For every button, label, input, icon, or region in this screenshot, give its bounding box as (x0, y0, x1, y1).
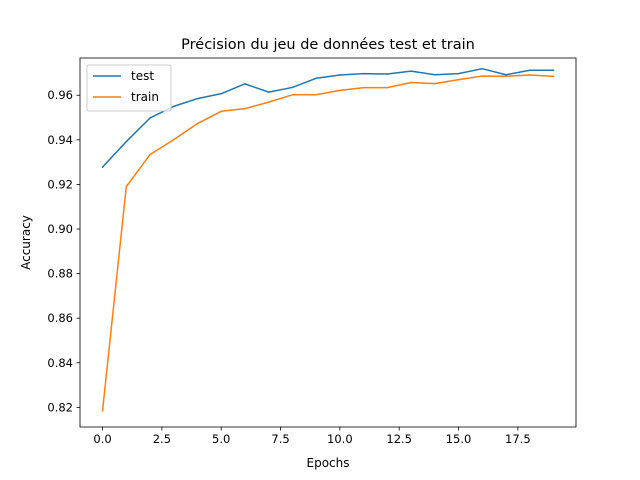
data-point-test (362, 72, 365, 75)
x-axis: 0.0 2.5 5.0 7.5 10.0 12.5 15.0 17.5 (93, 427, 531, 446)
y-tick-label: 0.88 (47, 267, 73, 281)
data-point-train (410, 81, 412, 84)
x-tick-label: 0.0 (93, 432, 111, 446)
data-point-train (481, 75, 484, 77)
y-tick-label: 0.90 (47, 222, 73, 236)
x-tick-label: 10.0 (327, 432, 353, 446)
x-tick-label: 12.5 (386, 432, 412, 446)
data-point-test (291, 86, 294, 89)
y-tick-label: 0.86 (47, 311, 73, 325)
data-point-test (101, 166, 104, 168)
data-point-test (244, 83, 246, 85)
data-point-train (457, 78, 460, 81)
data-point-train (172, 138, 175, 141)
data-point-test (386, 73, 389, 75)
series-line-test (101, 67, 555, 169)
data-point-train (505, 75, 507, 78)
data-point-train (125, 185, 128, 188)
legend-label-train: train (131, 90, 159, 104)
data-point-test (505, 73, 507, 76)
data-point-test (481, 67, 484, 70)
data-point-test (434, 73, 436, 76)
data-point-train (149, 153, 151, 156)
data-point-train (244, 107, 246, 110)
data-point-test (528, 69, 531, 72)
y-tick-label: 0.94 (47, 133, 73, 147)
data-point-test (172, 105, 175, 108)
x-axis-label: Epochs (307, 456, 350, 470)
data-point-test (457, 72, 460, 75)
y-tick-label: 0.96 (47, 88, 73, 102)
x-tick-label: 5.0 (212, 432, 230, 446)
legend-box (86, 64, 172, 112)
data-point-test (196, 97, 199, 100)
data-point-train (339, 89, 341, 92)
data-point-test (552, 69, 555, 72)
data-point-train (552, 75, 555, 78)
data-point-test (315, 77, 317, 80)
data-point-test (267, 91, 270, 93)
y-axis-label: Accuracy (19, 215, 33, 270)
x-tick-label: 17.5 (505, 432, 531, 446)
legend-label-test: test (131, 69, 154, 83)
y-tick-label: 0.92 (47, 177, 73, 191)
y-tick-label: 0.82 (47, 400, 73, 414)
x-tick-label: 7.5 (271, 432, 289, 446)
x-tick-label: 2.5 (153, 432, 171, 446)
data-point-train (315, 94, 317, 96)
data-point-train (386, 86, 389, 89)
data-point-test (339, 74, 341, 76)
chart-title: Précision du jeu de données test et trai… (181, 37, 475, 53)
data-point-train (267, 101, 270, 103)
y-axis: 0.82 0.84 0.86 0.88 0.90 0.92 0.94 0.96 (47, 88, 80, 414)
data-point-test (220, 92, 222, 95)
series-layer (101, 67, 555, 412)
data-point-train (101, 409, 104, 412)
data-point-train (528, 74, 531, 76)
data-point-test (410, 70, 412, 72)
data-point-train (220, 110, 222, 113)
data-point-test (125, 140, 128, 143)
data-point-train (362, 86, 365, 89)
data-point-test (149, 117, 151, 119)
y-tick-label: 0.84 (47, 356, 73, 370)
legend: test train (86, 64, 172, 112)
x-tick-label: 15.0 (446, 432, 472, 446)
series-line-train (101, 74, 555, 412)
data-point-train (434, 82, 436, 85)
plot-background (80, 58, 576, 427)
plot-area (79, 57, 577, 428)
plot-frame (79, 57, 577, 428)
data-point-train (196, 122, 199, 125)
data-point-train (291, 94, 294, 96)
